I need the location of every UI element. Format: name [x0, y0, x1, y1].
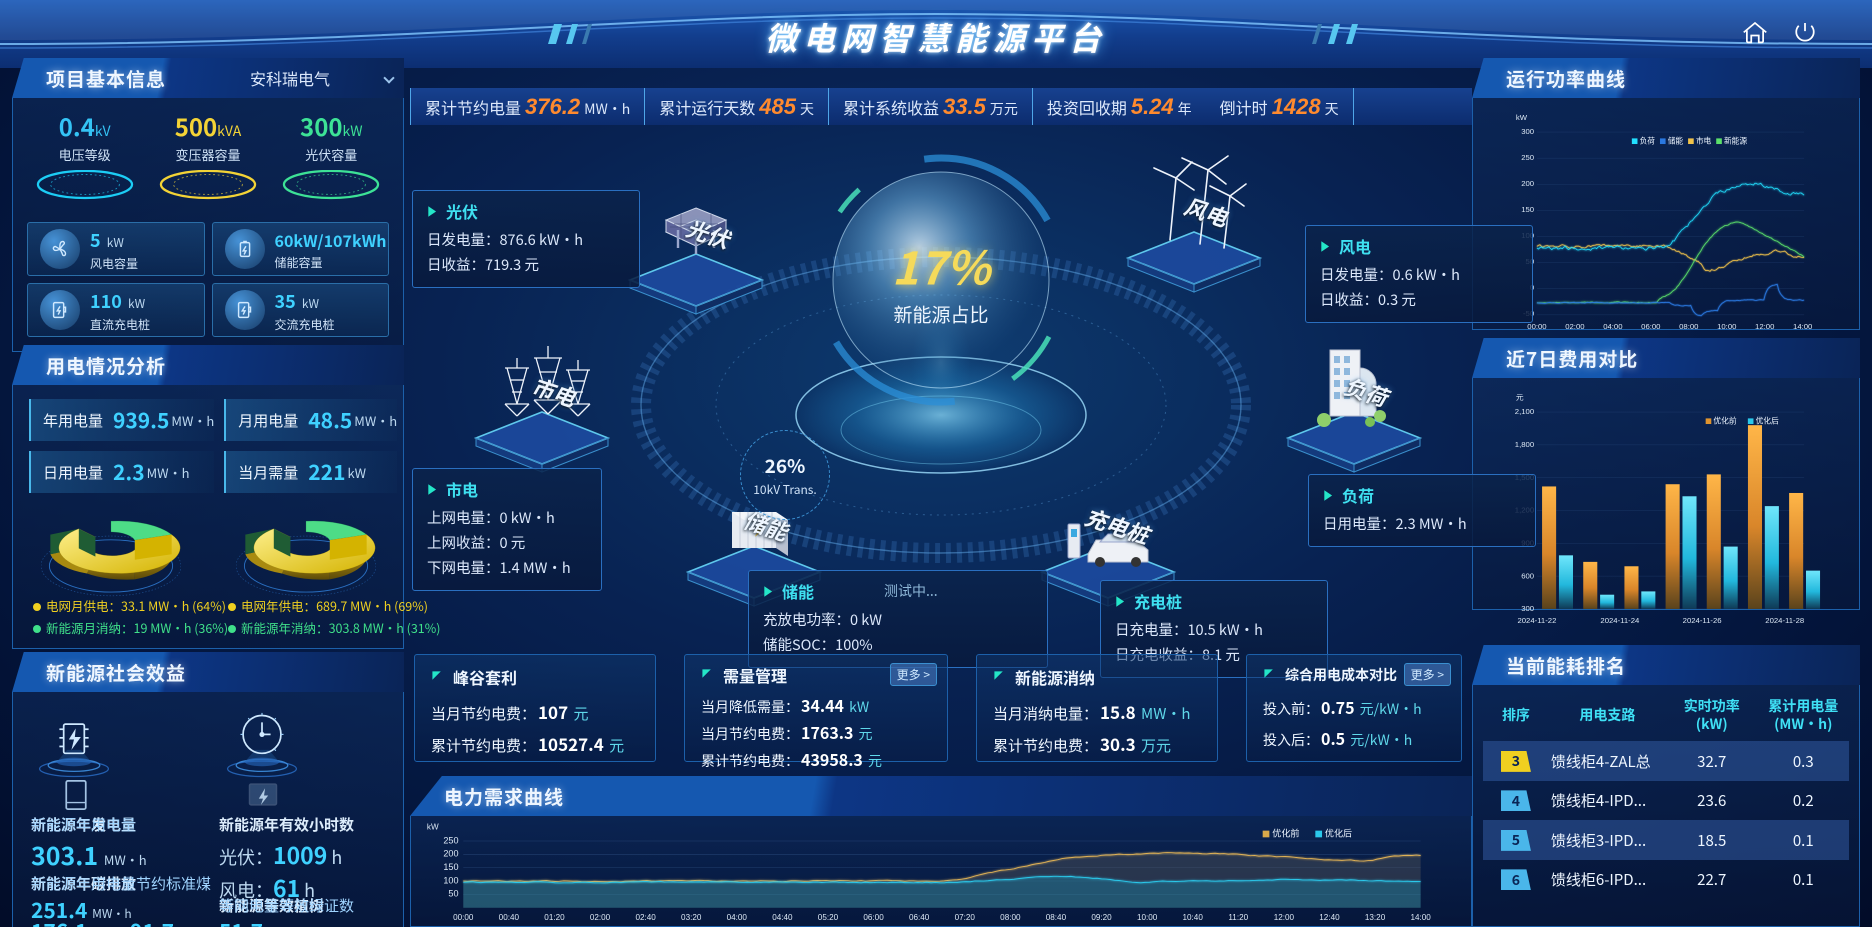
svg-text:元: 元	[1516, 393, 1524, 402]
svg-text:12:00: 12:00	[1274, 913, 1295, 922]
svg-text:150: 150	[1521, 205, 1534, 214]
svg-text:优化后: 优化后	[1756, 415, 1779, 425]
svg-text:kW: kW	[427, 823, 439, 832]
svg-text:02:00: 02:00	[590, 913, 611, 922]
svg-text:01:20: 01:20	[544, 913, 565, 922]
svg-text:200: 200	[1521, 179, 1534, 188]
svg-text:优化前: 优化前	[1713, 415, 1736, 425]
svg-text:05:20: 05:20	[818, 913, 839, 922]
svg-text:市电: 市电	[1696, 135, 1712, 145]
svg-text:250: 250	[443, 835, 458, 845]
svg-text:06:00: 06:00	[863, 913, 884, 922]
svg-text:06:40: 06:40	[909, 913, 930, 922]
svg-text:负荷: 负荷	[1640, 135, 1656, 145]
svg-text:08:40: 08:40	[1046, 913, 1067, 922]
svg-text:07:20: 07:20	[955, 913, 976, 922]
svg-text:2024-11-26: 2024-11-26	[1683, 616, 1722, 625]
svg-text:2024-11-28: 2024-11-28	[1765, 616, 1804, 625]
svg-text:14:00: 14:00	[1793, 322, 1812, 331]
svg-text:储能: 储能	[1668, 135, 1684, 145]
svg-text:新能源: 新能源	[1724, 135, 1747, 145]
svg-text:08:00: 08:00	[1679, 322, 1698, 331]
svg-text:12:00: 12:00	[1755, 322, 1774, 331]
svg-text:00:00: 00:00	[453, 913, 474, 922]
svg-text:12:40: 12:40	[1319, 913, 1340, 922]
svg-text:11:20: 11:20	[1228, 913, 1248, 922]
svg-text:2024-11-24: 2024-11-24	[1600, 616, 1640, 625]
svg-text:09:20: 09:20	[1091, 913, 1112, 922]
svg-text:04:00: 04:00	[1603, 322, 1622, 331]
svg-text:00:40: 00:40	[499, 913, 520, 922]
svg-text:200: 200	[443, 849, 458, 859]
svg-text:04:40: 04:40	[772, 913, 793, 922]
svg-text:10:40: 10:40	[1183, 913, 1204, 922]
svg-text:03:20: 03:20	[681, 913, 702, 922]
svg-text:150: 150	[443, 862, 458, 872]
svg-text:08:00: 08:00	[1000, 913, 1021, 922]
svg-text:优化前: 优化前	[1272, 827, 1299, 838]
svg-text:300: 300	[1521, 127, 1534, 136]
svg-text:50: 50	[448, 889, 458, 899]
svg-text:300: 300	[1521, 604, 1534, 613]
svg-text:10:00: 10:00	[1137, 913, 1158, 922]
svg-text:02:40: 02:40	[635, 913, 656, 922]
svg-text:06:00: 06:00	[1641, 322, 1660, 331]
svg-text:14:00: 14:00	[1410, 913, 1431, 922]
svg-text:13:20: 13:20	[1365, 913, 1386, 922]
svg-text:kW: kW	[1516, 113, 1528, 122]
svg-text:250: 250	[1521, 153, 1534, 162]
svg-text:02:00: 02:00	[1565, 322, 1584, 331]
svg-text:600: 600	[1521, 571, 1534, 580]
svg-text:优化后: 优化后	[1325, 827, 1352, 838]
svg-text:2,100: 2,100	[1515, 407, 1534, 416]
svg-text:00:00: 00:00	[1527, 322, 1546, 331]
svg-text:10:00: 10:00	[1717, 322, 1736, 331]
svg-text:100: 100	[443, 875, 458, 885]
svg-text:1,800: 1,800	[1515, 440, 1534, 449]
svg-text:04:00: 04:00	[727, 913, 748, 922]
svg-text:2024-11-22: 2024-11-22	[1517, 616, 1556, 625]
